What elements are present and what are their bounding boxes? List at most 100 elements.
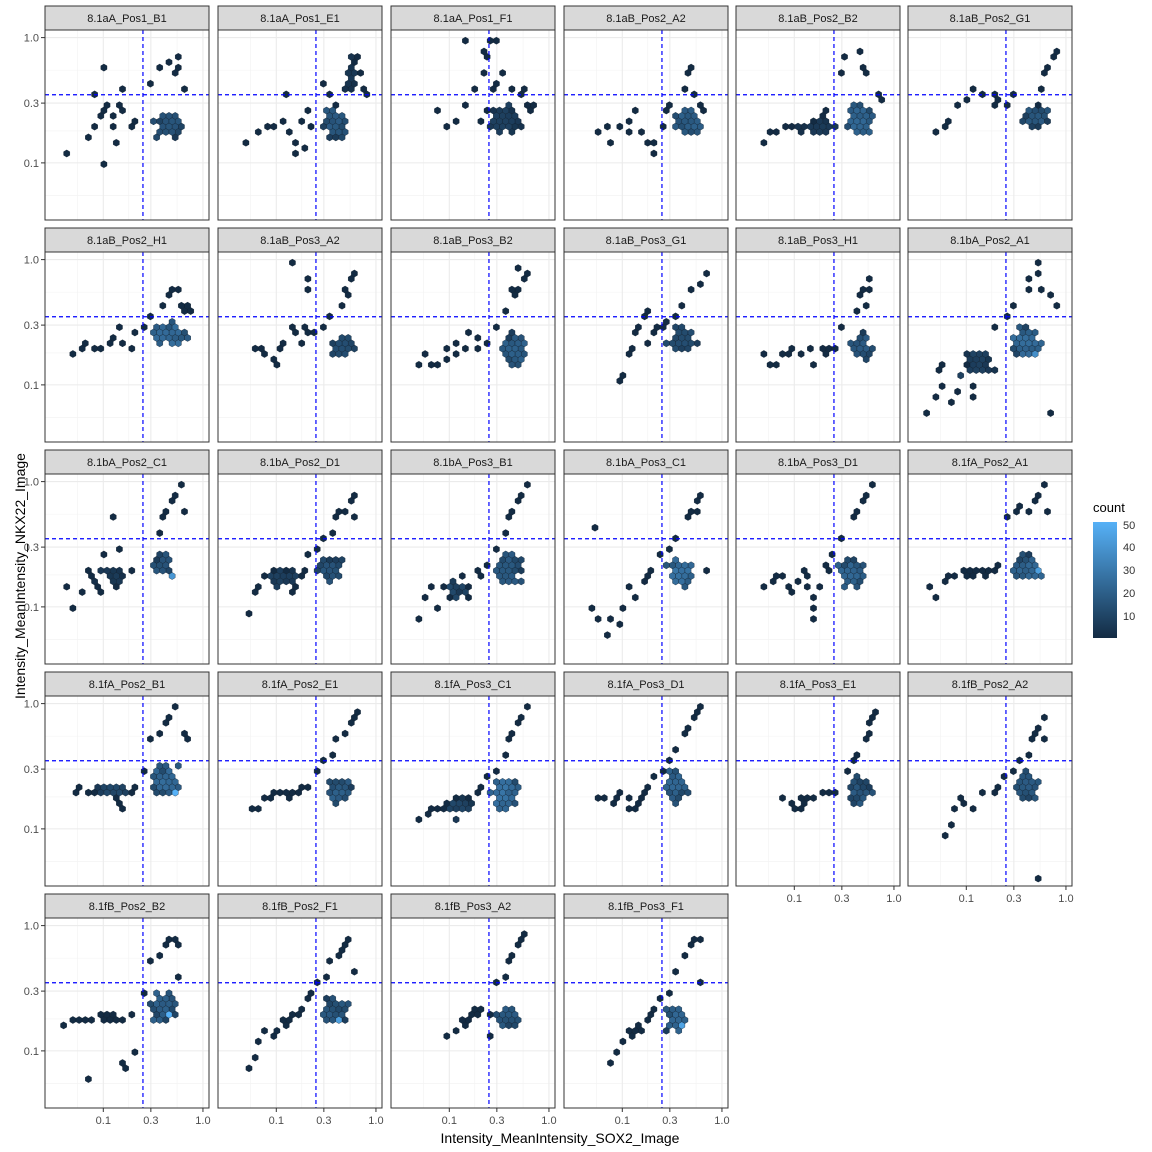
hexbins (616, 269, 710, 385)
hexbin-cell (994, 783, 1002, 792)
hexbin-cell (810, 615, 817, 623)
panel-border (217, 695, 383, 887)
hexbin-cell (773, 128, 780, 136)
hexbin-cell (1010, 767, 1017, 776)
facet-label: 8.1aB_Pos3_A2 (260, 235, 340, 247)
hexbin-cell (954, 387, 961, 396)
hexbin-cell (690, 935, 698, 944)
hexbin-cell (153, 767, 160, 776)
legend-tick-label: 40 (1123, 542, 1136, 555)
panel-border (390, 695, 556, 887)
hexbin-cell (338, 788, 346, 797)
hexbin-cell (872, 708, 879, 716)
facet-label: 8.1bA_Pos3_D1 (778, 457, 858, 469)
hexbin-cell (1025, 106, 1033, 115)
hexbin-cell (841, 53, 848, 61)
panel-grid (736, 30, 900, 220)
hexbin-cell (1016, 323, 1023, 332)
facet-strip (390, 893, 556, 919)
hexbin-cell (502, 973, 509, 981)
hexbin-cell (326, 312, 333, 321)
hexbin-cell (524, 702, 531, 711)
hexbin-cell (517, 491, 525, 500)
hexbin-cell (687, 106, 695, 115)
hexbin-cell (862, 301, 870, 310)
hexbin-cell (477, 783, 485, 792)
facet-panel: 8.1fA_Pos3_C1 (390, 671, 556, 887)
hexbin-cell (248, 804, 256, 813)
hexbin-cell (443, 1032, 451, 1040)
hexbin-cell (672, 1010, 679, 1019)
hexbins (415, 702, 531, 824)
hexbin-cell (357, 69, 364, 77)
panel-grid (218, 252, 382, 442)
facet-strip (563, 227, 729, 253)
hexbin-cell (659, 122, 667, 131)
hexbin-cell (326, 90, 333, 99)
hexbin-cell (663, 561, 670, 570)
hexbin-cell (869, 112, 876, 120)
hexbin-cell (982, 350, 989, 358)
hexbin-cell (63, 149, 70, 158)
hexbin-cell (162, 994, 170, 1003)
panel-background (391, 30, 555, 220)
facet-label: 8.1aB_Pos2_B2 (778, 13, 858, 25)
x-tick-label: 0.1 (442, 1115, 457, 1127)
hexbin-cell (672, 312, 679, 321)
panel-border (390, 29, 556, 221)
facet-panel: 8.1aA_Pos1_B1 0.1 0.3 1.0 (24, 5, 210, 221)
hexbins (245, 935, 358, 1073)
hexbin-cell (279, 117, 287, 126)
hexbin-cell (678, 301, 686, 310)
panel-grid (908, 30, 1072, 220)
facet-label: 8.1fA_Pos2_A1 (952, 457, 1028, 469)
x-tick-label: 0.3 (662, 1115, 677, 1127)
panel-border (217, 473, 383, 665)
hexbin-cell (788, 122, 796, 131)
hexbin-cell (153, 989, 160, 998)
hexbin-cell (672, 534, 679, 543)
hexbin-cell (289, 1010, 296, 1019)
hexbin-cell (1019, 350, 1026, 358)
hexbin-cell (323, 106, 330, 115)
hexbin-cell (452, 815, 460, 824)
hexbin-cell (616, 788, 624, 797)
facet-panel: 8.1bA_Pos3_B1 (390, 449, 556, 665)
hexbin-cell (116, 545, 123, 554)
facet-label: 8.1aA_Pos1_F1 (434, 13, 513, 25)
hexbin-cell (666, 545, 673, 554)
facet-label: 8.1aA_Pos1_E1 (260, 13, 340, 25)
hexbin-cell (351, 491, 358, 500)
hexbins (932, 47, 1061, 136)
x-tick-label: 1.0 (1058, 893, 1073, 905)
hexbin-cell (261, 1026, 268, 1035)
hexbin-cell (97, 344, 105, 353)
panel-border (390, 917, 556, 1109)
hexbin-cell (619, 371, 627, 380)
hexbin-cell (85, 788, 92, 797)
hexbin-cell (991, 366, 999, 374)
facet-strip (217, 449, 383, 475)
hexbin-cell (245, 609, 253, 618)
hexbin-cell (972, 566, 980, 575)
hexbin-cell (502, 529, 509, 537)
hexbin-cell (1025, 751, 1033, 759)
hexbin-cell (326, 122, 333, 131)
hexbin-cell (678, 112, 686, 120)
hexbin-cell (1025, 275, 1033, 283)
hexbin-cell (604, 122, 611, 131)
hexbin-cell (168, 285, 176, 294)
hexbin-cell (969, 350, 977, 358)
facet-label: 8.1fB_Pos2_B2 (89, 901, 165, 913)
panel-border (390, 473, 556, 665)
hexbin-cell (103, 101, 111, 110)
hexbin-cell (502, 804, 509, 813)
hexbin-cell (690, 122, 698, 131)
hexbin-cell (298, 1005, 305, 1014)
x-tick-label: 0.3 (489, 1115, 504, 1127)
hexbin-cell (521, 930, 528, 938)
hexbin-cell (168, 339, 176, 348)
facet-label: 8.1bA_Pos2_D1 (260, 457, 340, 469)
hexbin-cell (122, 1064, 129, 1073)
hexbin-cell (156, 1016, 163, 1024)
